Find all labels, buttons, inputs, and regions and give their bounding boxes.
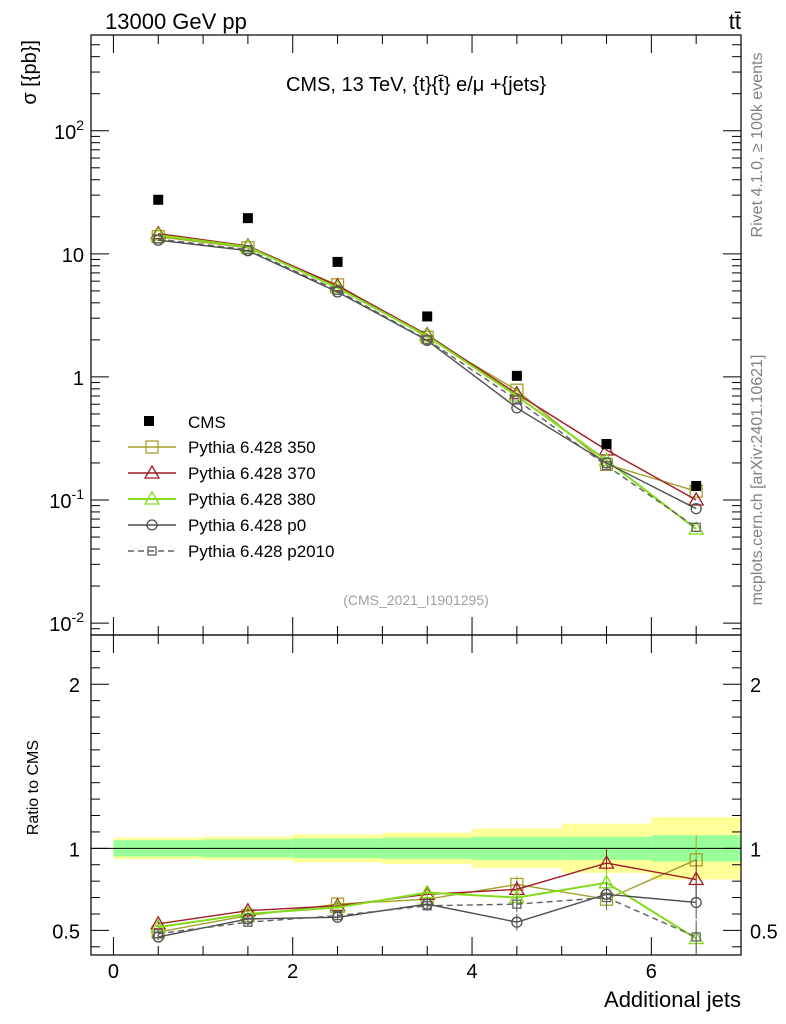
series-point-1 (329, 277, 346, 292)
legend-label-4: Pythia 6.428 p2010 (188, 542, 335, 561)
ratio-tick-label-right: 2 (750, 675, 761, 697)
ratio-tick-label-left: 2 (69, 675, 80, 697)
series-point-1 (150, 225, 167, 240)
ratio-tick-label-left: 0.5 (52, 921, 80, 943)
legend-label-1: Pythia 6.428 370 (188, 464, 316, 483)
ratio-tick-labels: 0.5 0.5 1 1 2 2 (52, 675, 778, 943)
data-point (601, 439, 612, 450)
y-tick-label: 10 (62, 245, 84, 267)
legend-label-2: Pythia 6.428 380 (188, 490, 316, 509)
ratio-tick-label-right: 1 (750, 839, 761, 861)
ratio-point-4 (422, 901, 432, 911)
x-tick-label: 2 (287, 961, 298, 983)
ratio-tick-label-right: 0.5 (750, 921, 778, 943)
ratio-point-3 (511, 916, 523, 928)
series-line-2 (158, 234, 697, 530)
series-point-4 (691, 522, 701, 532)
analysis-label: (CMS_2021_I1901295) (343, 592, 489, 608)
data-point (511, 370, 522, 381)
ratio-point-2 (419, 884, 436, 899)
ratio-point-4 (243, 917, 253, 927)
series-point-4 (512, 395, 522, 405)
series-point-1 (688, 491, 705, 506)
ratio-frame (90, 634, 742, 956)
x-tick-label: 6 (646, 961, 657, 983)
data-point (422, 311, 433, 322)
data-point (332, 256, 343, 267)
series-point-3 (600, 457, 613, 469)
ratio-y-axis-label: Ratio to CMS (25, 740, 42, 835)
ratio-tick-label-left: 1 (69, 839, 80, 861)
legend-marker-data (144, 416, 154, 426)
series-point-4 (332, 285, 343, 296)
series-point-4 (153, 234, 163, 244)
x-tick-label: 4 (466, 961, 477, 983)
legend-marker-2 (143, 490, 161, 505)
y-tick-labels: 10-2 10-1 1 10 102 (49, 117, 84, 636)
legend-label-data: CMS (188, 413, 226, 432)
series-point-2 (150, 226, 167, 241)
ratio-point-4 (512, 899, 522, 909)
ratio-panel: Ratio to CMS 0.5 0.5 1 1 2 2 0 2 4 6 Additional … (25, 634, 778, 1012)
ratio-point-4 (332, 910, 343, 921)
y-axis-label: σ [{pb}] (19, 40, 41, 105)
ratio-point-1 (688, 871, 705, 886)
series-line-1 (158, 232, 697, 501)
x-tick-label: 0 (108, 961, 119, 983)
legend-marker-1 (143, 464, 161, 479)
series-point-3 (690, 503, 702, 515)
series-line-4 (158, 238, 697, 528)
data-point (691, 480, 702, 491)
ratio-point-1 (598, 854, 615, 869)
y-tick-label: 1 (73, 368, 84, 390)
series-point-3 (511, 402, 523, 414)
ratio-point-4 (153, 929, 163, 939)
rivet-label: Rivet 4.1.0, ≥ 100k events (749, 53, 766, 238)
legend-label-0: Pythia 6.428 350 (188, 438, 316, 457)
series-point-4 (601, 461, 612, 471)
ratio-point-1 (329, 897, 346, 912)
series-point-4 (243, 245, 253, 255)
data-point (153, 194, 164, 205)
main-panel: CMS, 13 TeV, {t}{t̄} e/μ +{jets} (CMS_20… (19, 34, 742, 636)
y-tick-label: 10-2 (49, 609, 84, 636)
x-tick-labels: 0 2 4 6 (108, 961, 657, 983)
mcplots-label: mcplots.cern.ch [arXiv:2401.10621] (749, 355, 766, 606)
ratio-point-4 (601, 892, 612, 903)
legend-marker-0 (145, 440, 159, 454)
ratio-point-3 (690, 896, 702, 909)
legend-label-3: Pythia 6.428 p0 (188, 516, 306, 535)
legend-marker-3 (146, 519, 158, 531)
y-tick-label: 102 (54, 117, 84, 144)
energy-label: 13000 GeV pp (105, 9, 247, 34)
series-point-4 (422, 335, 432, 345)
data-point (242, 213, 253, 224)
legend: CMS Pythia 6.428 350 Pythia 6.428 370 Pythi… (128, 413, 335, 561)
ratio-point-4 (691, 932, 701, 942)
series-point-2 (508, 387, 525, 402)
process-label: tt̄ (729, 9, 741, 34)
y-tick-label: 10-1 (49, 486, 84, 513)
legend-marker-4 (147, 546, 157, 556)
chart-title: CMS, 13 TeV, {t}{t̄} e/μ +{jets} (286, 74, 546, 96)
x-axis-label: Additional jets (604, 987, 741, 1012)
